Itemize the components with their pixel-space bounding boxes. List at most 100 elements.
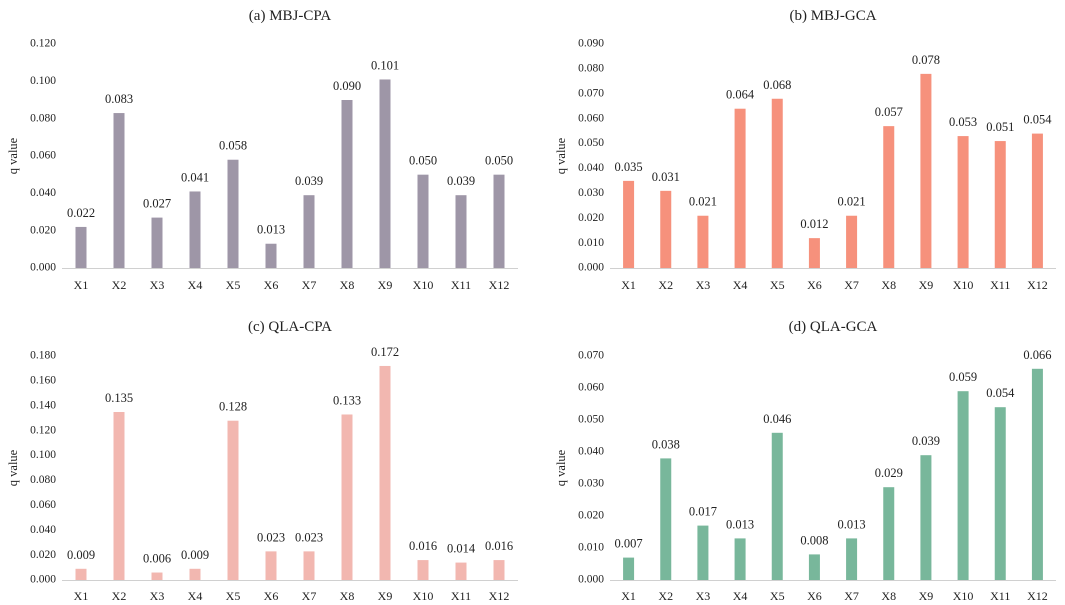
y-tick-label: 0.160 [30,375,56,387]
x-tick-label: X6 [807,278,822,292]
bar [75,226,87,268]
chart-title: (c) QLA-CPA [248,319,332,335]
bar [379,365,391,580]
data-label: 0.031 [652,170,680,184]
bar [883,126,895,268]
data-label: 0.039 [295,174,323,188]
x-tick-label: X9 [378,278,393,292]
x-tick-label: X5 [226,589,241,603]
y-axis-label: q value [6,137,20,174]
data-label: 0.012 [800,217,828,231]
y-tick-label: 0.000 [578,574,604,586]
data-label: 0.013 [838,517,866,531]
bar [303,551,315,580]
y-tick-label: 0.030 [578,187,604,199]
x-tick-label: X3 [696,278,711,292]
x-tick-label: X8 [881,278,896,292]
y-tick-label: 0.050 [578,414,604,426]
y-tick-label: 0.040 [30,524,56,536]
chart-title: (b) MBJ-GCA [789,8,876,24]
x-tick-label: X1 [74,278,89,292]
y-tick-label: 0.080 [30,474,56,486]
data-label: 0.008 [800,533,828,547]
bar [623,557,635,580]
bar [75,568,87,580]
data-label: 0.039 [447,174,475,188]
y-tick-label: 0.000 [30,262,56,274]
data-label: 0.128 [219,400,247,414]
bar [303,195,315,268]
bar [734,538,746,580]
x-tick-label: X5 [770,589,785,603]
data-label: 0.007 [615,537,643,551]
y-tick-label: 0.060 [30,150,56,162]
x-tick-label: X4 [188,278,203,292]
x-tick-label: X8 [340,589,355,603]
data-label: 0.068 [763,78,791,92]
bar [734,108,746,268]
bar [920,73,932,268]
y-tick-label: 0.060 [578,112,604,124]
data-label: 0.038 [652,437,680,451]
y-tick-label: 0.010 [578,237,604,249]
data-label: 0.009 [67,548,95,562]
data-label: 0.021 [838,195,866,209]
bar [1031,368,1043,580]
y-tick-label: 0.080 [30,112,56,124]
data-label: 0.172 [371,345,399,359]
bar [957,391,969,580]
data-label: 0.058 [219,139,247,153]
x-tick-label: X2 [658,589,673,603]
y-tick-label: 0.140 [30,399,56,411]
data-label: 0.006 [143,552,171,566]
x-tick-label: X3 [150,278,165,292]
bar [660,458,672,580]
y-tick-label: 0.070 [578,350,604,362]
bar [1031,133,1043,268]
x-tick-label: X4 [733,278,748,292]
y-tick-label: 0.020 [30,224,56,236]
data-label: 0.050 [485,154,513,168]
x-tick-label: X11 [990,589,1010,603]
chart-mbj-cpa: (a) MBJ-CPA q value 0.000 0.020 0.040 0.060 0.… [6,8,518,292]
x-tick-label: X2 [112,589,127,603]
data-label: 0.066 [1023,348,1051,362]
data-label: 0.083 [105,92,133,106]
bar [846,538,858,580]
bar [417,560,429,580]
data-label: 0.090 [333,79,361,93]
bar [883,487,895,580]
data-label: 0.041 [181,170,209,184]
data-label: 0.078 [912,53,940,67]
y-tick-label: 0.060 [30,499,56,511]
bar [994,141,1006,268]
data-label: 0.054 [986,386,1015,400]
x-tick-label: X8 [340,278,355,292]
x-tick-label: X3 [150,589,165,603]
bar [697,215,709,268]
data-label: 0.023 [295,530,323,544]
data-label: 0.035 [615,160,643,174]
data-label: 0.023 [257,530,285,544]
bar [493,560,505,580]
y-tick-label: 0.000 [30,574,56,586]
bar [660,190,672,268]
y-tick-label: 0.120 [30,38,56,50]
x-tick-label: X5 [226,278,241,292]
bar [341,414,353,580]
chart-qla-cpa: (c) QLA-CPA q value 0.000 0.020 0.040 0.060 0.… [6,319,518,603]
x-tick-label: X7 [302,278,317,292]
x-tick-label: X12 [1027,589,1048,603]
x-tick-label: X5 [770,278,785,292]
bar [189,568,201,580]
y-tick-label: 0.030 [578,478,604,490]
bar [113,113,125,268]
x-tick-label: X10 [953,589,974,603]
bar [227,420,239,580]
y-tick-label: 0.080 [578,63,604,75]
y-tick-label: 0.120 [30,424,56,436]
x-tick-label: X11 [451,278,471,292]
y-tick-label: 0.060 [578,382,604,394]
bar [994,407,1006,580]
